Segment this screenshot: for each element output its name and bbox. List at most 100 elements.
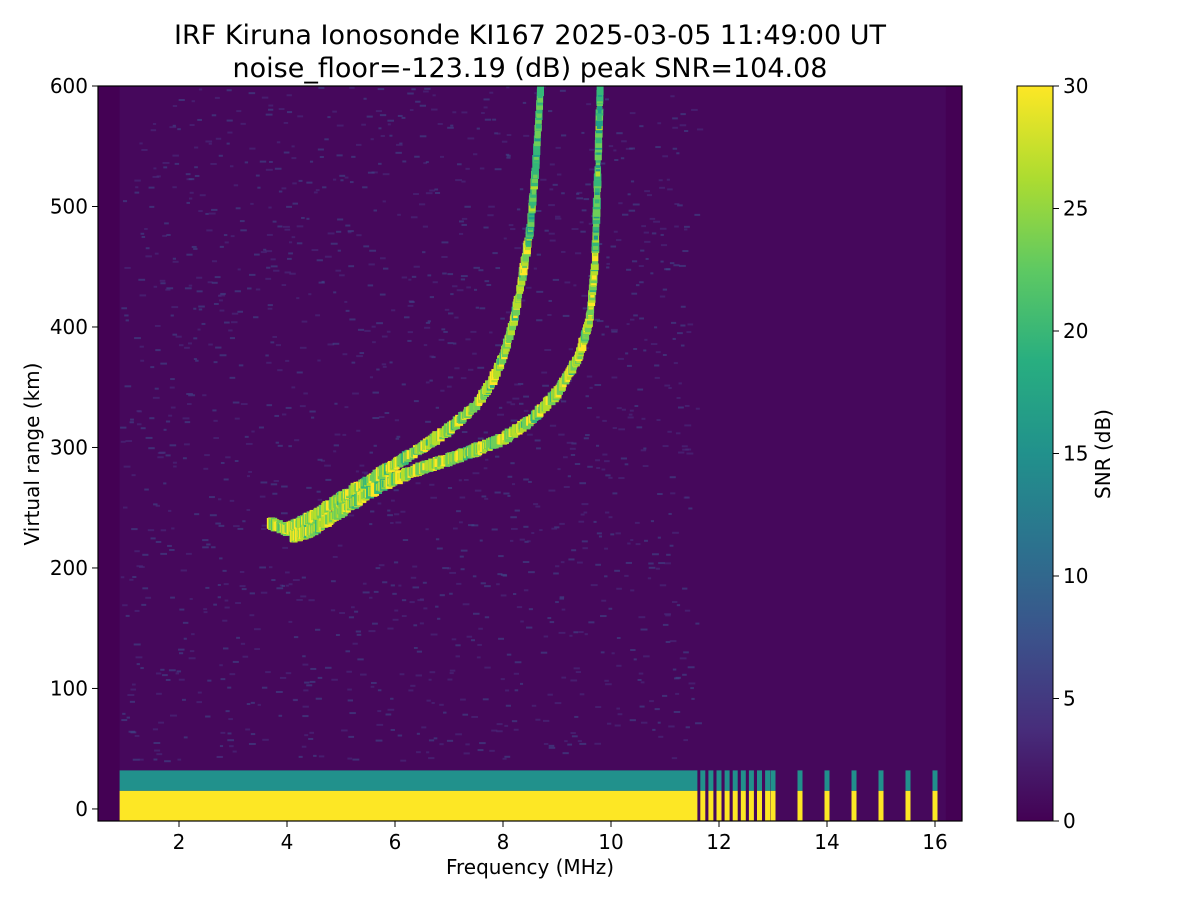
noise-speckle xyxy=(209,514,217,517)
noise-speckle xyxy=(685,726,690,729)
chart-subtitle: noise_floor=-123.19 (dB) peak SNR=104.08 xyxy=(233,53,828,84)
noise-speckle xyxy=(345,309,350,312)
noise-speckle xyxy=(266,266,271,269)
noise-speckle xyxy=(662,694,668,697)
noise-speckle xyxy=(372,417,380,420)
echo-trace-o-mode xyxy=(538,86,544,95)
noise-speckle xyxy=(452,111,457,114)
noise-speckle xyxy=(616,407,622,410)
noise-speckle xyxy=(387,514,393,517)
noise-speckle xyxy=(477,366,485,369)
noise-speckle xyxy=(272,335,278,338)
noise-speckle xyxy=(447,486,453,489)
noise-speckle xyxy=(237,268,241,271)
noise-speckle xyxy=(678,451,685,454)
noise-speckle xyxy=(449,672,454,675)
noise-speckle xyxy=(528,480,532,483)
noise-speckle xyxy=(229,673,236,676)
noise-speckle xyxy=(695,407,700,410)
noise-speckle xyxy=(244,161,249,164)
noise-speckle xyxy=(559,596,565,599)
noise-speckle xyxy=(447,273,454,276)
noise-speckle xyxy=(339,274,345,277)
noise-speckle xyxy=(676,396,681,399)
noise-speckle xyxy=(614,159,619,162)
noise-speckle xyxy=(227,739,235,742)
noise-speckle xyxy=(368,630,376,633)
noise-speckle xyxy=(356,355,363,358)
noise-speckle xyxy=(379,257,386,260)
noise-speckle xyxy=(124,314,129,317)
noise-speckle xyxy=(153,285,158,288)
noise-speckle xyxy=(627,193,631,196)
noise-speckle xyxy=(521,299,526,302)
noise-speckle xyxy=(646,194,653,197)
noise-speckle xyxy=(461,111,468,114)
noise-speckle xyxy=(657,536,661,539)
noise-speckle xyxy=(673,710,681,713)
noise-speckle xyxy=(683,225,690,228)
clutter-channel-saturated xyxy=(748,790,754,821)
noise-speckle xyxy=(152,396,160,399)
noise-speckle xyxy=(463,478,469,481)
noise-speckle xyxy=(291,157,297,160)
noise-speckle xyxy=(528,571,535,574)
noise-speckle xyxy=(652,728,656,731)
noise-speckle xyxy=(268,104,274,107)
noise-speckle xyxy=(120,440,126,443)
noise-speckle xyxy=(160,552,168,555)
noise-speckle xyxy=(233,525,240,528)
noise-speckle xyxy=(505,689,510,692)
x-tick-label: 8 xyxy=(497,830,510,854)
colorbar-tick-label: 20 xyxy=(1063,319,1088,343)
noise-speckle xyxy=(169,126,177,129)
noise-speckle xyxy=(579,221,584,224)
noise-speckle xyxy=(540,651,548,654)
noise-speckle xyxy=(219,354,227,357)
noise-speckle xyxy=(484,666,491,669)
noise-speckle xyxy=(407,92,414,95)
noise-speckle xyxy=(349,86,355,89)
noise-speckle xyxy=(301,320,308,323)
noise-speckle xyxy=(437,122,443,125)
noise-speckle xyxy=(684,130,689,133)
noise-speckle xyxy=(198,210,203,213)
noise-speckle xyxy=(630,539,634,542)
noise-speckle xyxy=(485,458,489,461)
noise-speckle xyxy=(400,759,407,762)
noise-speckle xyxy=(554,526,560,529)
noise-speckle xyxy=(315,189,320,192)
noise-speckle xyxy=(636,426,643,429)
noise-speckle xyxy=(651,232,657,235)
noise-speckle xyxy=(206,229,213,232)
noise-speckle xyxy=(346,670,352,673)
noise-speckle xyxy=(218,524,225,527)
noise-speckle xyxy=(324,138,329,141)
noise-speckle xyxy=(270,341,275,344)
colorbar-tick-label: 10 xyxy=(1063,564,1088,588)
noise-speckle xyxy=(126,716,130,719)
noise-speckle xyxy=(392,618,399,621)
noise-speckle xyxy=(585,347,590,350)
noise-speckle xyxy=(626,364,632,367)
noise-speckle xyxy=(271,579,276,582)
noise-speckle xyxy=(132,758,140,761)
noise-speckle xyxy=(197,328,201,331)
noise-speckle xyxy=(574,715,579,718)
noise-speckle xyxy=(229,745,234,748)
noise-speckle xyxy=(448,312,454,315)
noise-speckle xyxy=(514,689,519,692)
noise-speckle xyxy=(555,146,561,149)
noise-speckle xyxy=(523,409,529,412)
noise-speckle xyxy=(352,392,359,395)
noise-speckle xyxy=(166,287,174,290)
noise-speckle xyxy=(616,707,621,710)
noise-speckle xyxy=(317,359,321,362)
noise-speckle xyxy=(265,168,273,171)
noise-speckle xyxy=(664,562,671,565)
noise-speckle xyxy=(121,719,128,722)
noise-speckle xyxy=(311,249,319,252)
clutter-channel-echo xyxy=(757,770,762,791)
noise-speckle xyxy=(324,255,332,258)
noise-speckle xyxy=(505,704,511,707)
